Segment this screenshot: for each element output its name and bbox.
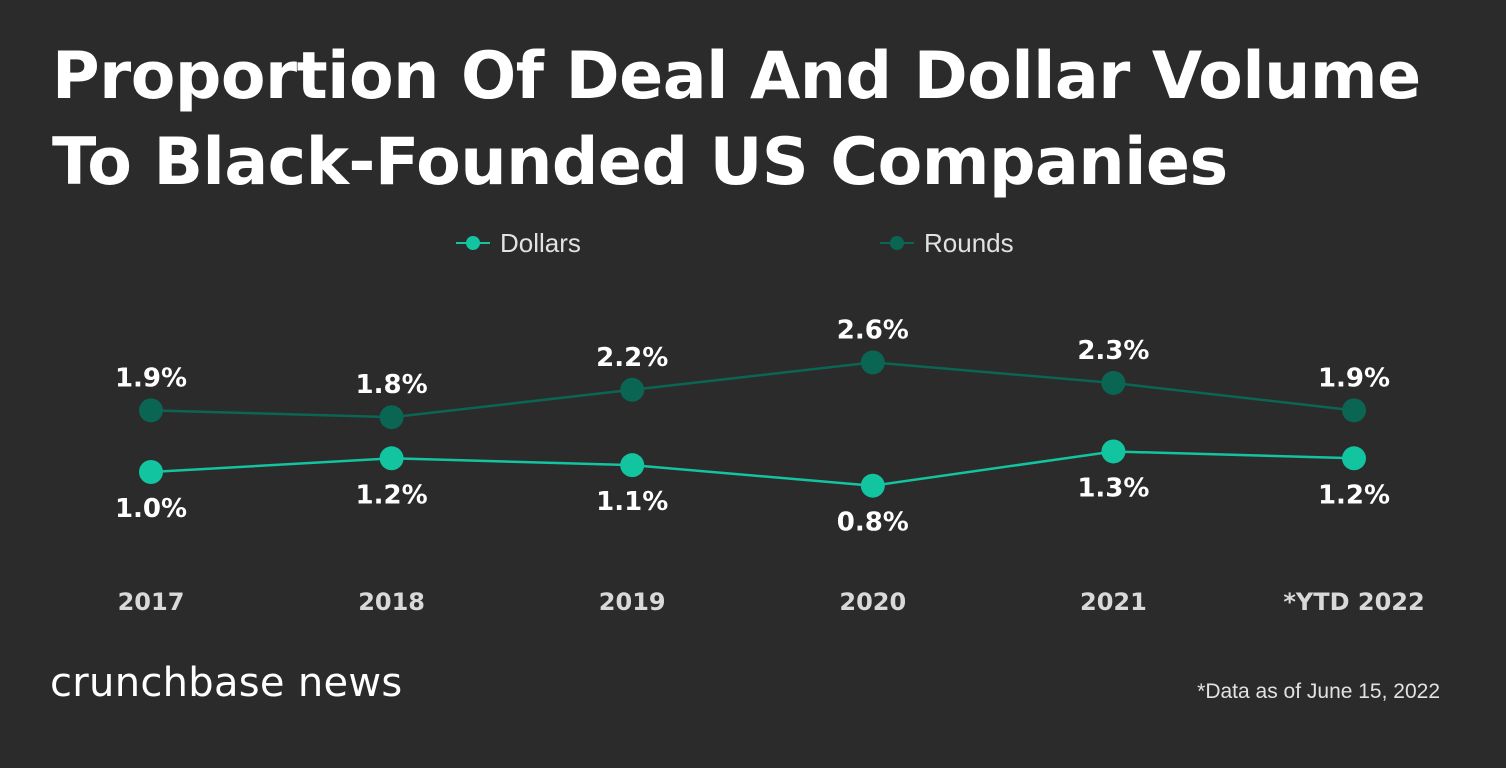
rounds-point-2018 (379, 405, 404, 430)
legend-label-rounds: Rounds (924, 227, 1014, 258)
dollars-data-label: 1.3% (1077, 473, 1149, 503)
brand-logo: crunchbase news (50, 660, 403, 706)
legend-label-dollars: Dollars (500, 227, 581, 258)
dollars-series-line (150, 450, 1355, 487)
rounds-point-2020 (860, 350, 885, 375)
dollars-data-label: 0.8% (837, 508, 909, 538)
dollars-point-2019 (620, 453, 645, 478)
dollars-legend-marker-icon (456, 236, 490, 250)
dollars-point-2018 (379, 446, 404, 471)
legend-item-dollars: Dollars (456, 226, 581, 260)
x-tick-label: 2021 (1080, 588, 1147, 616)
chart-title: Proportion Of Deal And Dollar Volume To … (52, 34, 1472, 206)
rounds-data-label: 1.8% (356, 370, 428, 400)
rounds-point-2021 (1101, 370, 1126, 395)
x-tick-label: *YTD 2022 (1283, 588, 1424, 616)
rounds-data-label: 2.2% (596, 343, 668, 373)
dollars-data-label: 1.0% (115, 494, 187, 524)
x-tick-label: 2019 (599, 588, 666, 616)
dollars-data-label: 1.1% (596, 487, 668, 517)
rounds-legend-dot (890, 236, 904, 250)
x-tick-label: 2017 (118, 588, 185, 616)
legend-item-rounds: Rounds (880, 226, 1014, 260)
rounds-series-line (150, 361, 1355, 419)
chart-title-line-2: To Black-Founded US Companies (52, 125, 1228, 200)
dollars-point-2017 (139, 460, 163, 484)
rounds-point-ytd2022 (1342, 398, 1366, 423)
rounds-point-2017 (139, 398, 163, 423)
data-date-note: *Data as of June 15, 2022 (1197, 680, 1440, 703)
rounds-data-label: 1.9% (1318, 363, 1390, 393)
x-tick-label: 2018 (358, 588, 425, 616)
rounds-data-label: 1.9% (115, 363, 187, 393)
rounds-legend-marker-icon (880, 236, 914, 250)
dollars-point-2020 (860, 473, 885, 498)
dollars-data-label: 1.2% (1318, 480, 1390, 510)
dollars-data-label: 1.2% (356, 480, 428, 510)
dollars-point-2021 (1101, 439, 1126, 464)
rounds-data-label: 2.6% (837, 315, 909, 345)
chart-legend: Dollars Rounds (0, 226, 1506, 260)
x-tick-label: 2020 (839, 588, 906, 616)
rounds-point-2019 (620, 377, 645, 402)
chart-title-line-1: Proportion Of Deal And Dollar Volume (52, 39, 1421, 114)
dollars-point-ytd2022 (1342, 446, 1366, 471)
rounds-data-label: 2.3% (1077, 336, 1149, 366)
dollars-legend-dot (466, 236, 480, 250)
